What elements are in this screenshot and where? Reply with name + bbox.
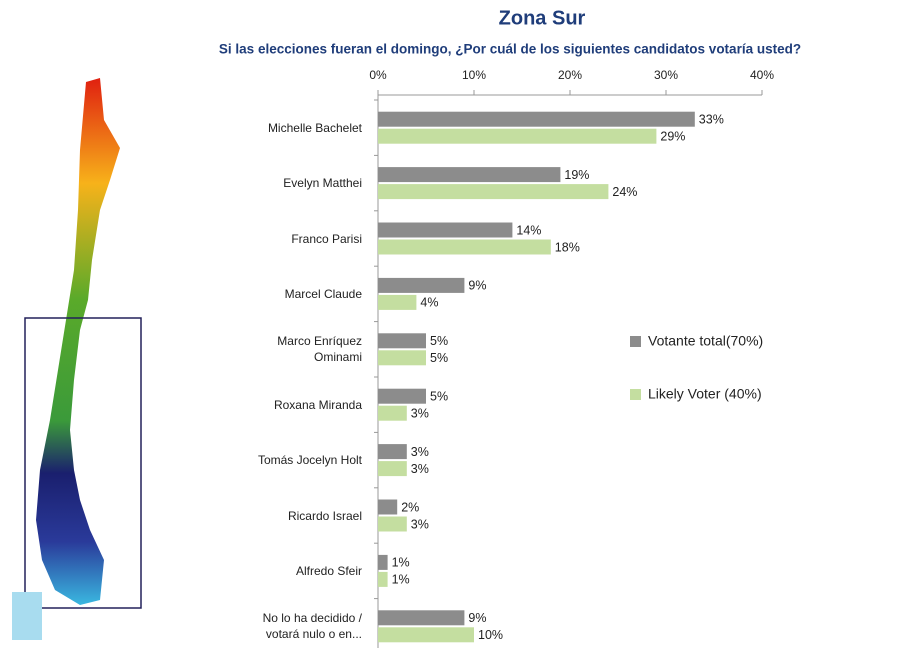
bar	[378, 294, 417, 310]
bar	[378, 222, 513, 238]
data-label: 14%	[516, 223, 541, 237]
category-label: Marcel Claude	[284, 286, 362, 301]
x-tick-label: 40%	[750, 68, 774, 82]
category-label: Michelle Bachelet	[267, 120, 362, 135]
bar	[378, 277, 465, 293]
data-label: 3%	[411, 445, 429, 459]
data-label: 3%	[411, 517, 429, 531]
bar	[378, 610, 465, 626]
bar	[378, 388, 426, 404]
data-label: 5%	[430, 334, 448, 348]
legend-label: Likely Voter (40%)	[648, 386, 762, 402]
data-label: 29%	[660, 129, 685, 143]
category-label: No lo ha decidido / votará nulo o en...	[262, 611, 362, 642]
chart-subtitle: Si las elecciones fueran el domingo, ¿Po…	[219, 42, 801, 57]
x-tick-label: 30%	[654, 68, 678, 82]
bar	[378, 461, 407, 477]
bar	[378, 350, 426, 366]
bar	[378, 444, 407, 460]
data-label: 2%	[401, 500, 419, 514]
category-label: Alfredo Sfeir	[295, 563, 362, 578]
bar	[378, 184, 609, 200]
data-label: 33%	[699, 112, 724, 126]
bar	[378, 333, 426, 349]
bar	[378, 627, 474, 643]
bar	[378, 405, 407, 421]
bar	[378, 239, 551, 255]
bar	[378, 516, 407, 532]
data-label: 24%	[612, 185, 637, 199]
data-label: 4%	[420, 296, 438, 310]
data-label: 5%	[430, 351, 448, 365]
region-box	[24, 317, 142, 609]
category-label: Franco Parisi	[291, 231, 362, 246]
data-label: 9%	[468, 611, 486, 625]
data-label: 10%	[478, 628, 503, 642]
map-icon	[12, 592, 42, 640]
category-label: Marco Enríquez Ominami	[277, 334, 362, 365]
bar	[378, 167, 561, 183]
category-label: Evelyn Matthei	[283, 176, 362, 191]
legend-label: Votante total(70%)	[648, 333, 763, 349]
legend-swatch	[630, 336, 641, 347]
data-label: 1%	[392, 556, 410, 570]
category-label: Tomás Jocelyn Holt	[257, 453, 362, 468]
data-label: 3%	[411, 462, 429, 476]
data-label: 5%	[430, 389, 448, 403]
data-label: 19%	[564, 168, 589, 182]
bar	[378, 111, 695, 127]
bar	[378, 554, 388, 570]
category-label: Roxana Miranda	[273, 397, 362, 412]
data-label: 3%	[411, 406, 429, 420]
x-tick-label: 0%	[369, 68, 387, 82]
chart-title: Zona Sur	[499, 7, 586, 29]
x-tick-label: 10%	[462, 68, 486, 82]
bar	[378, 571, 388, 587]
data-label: 9%	[468, 279, 486, 293]
x-tick-label: 20%	[558, 68, 582, 82]
category-label: Ricardo Israel	[287, 508, 362, 523]
map	[36, 78, 120, 605]
legend-swatch	[630, 389, 641, 400]
data-label: 1%	[392, 573, 410, 587]
bar	[378, 128, 657, 144]
data-label: 18%	[555, 240, 580, 254]
bar	[378, 499, 398, 515]
